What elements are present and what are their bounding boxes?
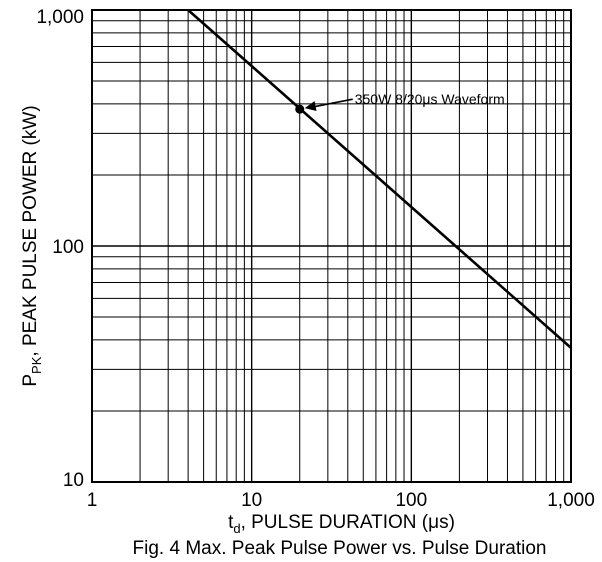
- plot-frame: [91, 9, 572, 483]
- x-tick-label: 1,000: [547, 490, 595, 511]
- x-tick-label: 100: [395, 490, 427, 511]
- annotation-arrowhead: [304, 101, 317, 111]
- x-tick-label: 1: [87, 490, 98, 511]
- series-layer: [187, 9, 572, 349]
- annotation: 350W 8/20μs Waveform: [295, 91, 505, 114]
- x-axis-label: td, PULSE DURATION (μs): [228, 512, 455, 536]
- y-tick-label: 10: [63, 470, 84, 491]
- annotation-arrow: [311, 98, 353, 108]
- y-axis-label: PPK, PEAK PULSE POWER (kW): [20, 105, 44, 386]
- figure-caption: Fig. 4 Max. Peak Pulse Power vs. Pulse D…: [133, 538, 547, 559]
- x-tick-label: 10: [241, 490, 262, 511]
- annotation-marker: [295, 104, 305, 114]
- y-tick-label: 1,000: [36, 7, 84, 28]
- annotation-text: 350W 8/20μs Waveform: [355, 91, 505, 107]
- y-tick-label: 100: [52, 237, 84, 258]
- series-line-1: [187, 9, 572, 349]
